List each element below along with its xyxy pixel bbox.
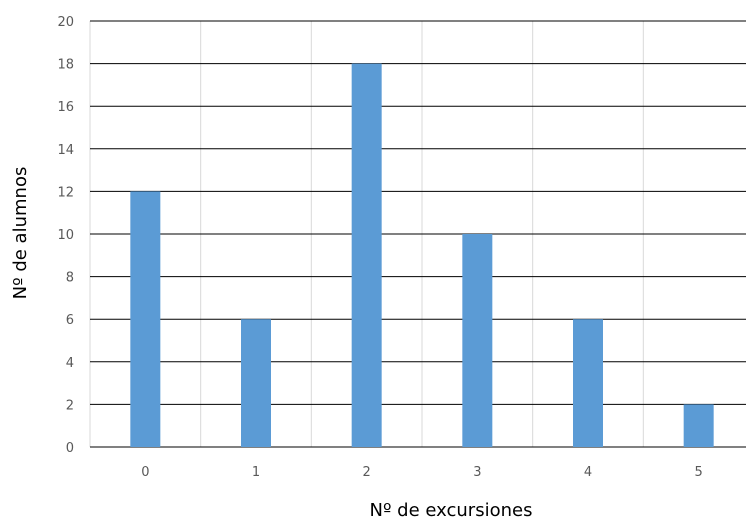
y-tick-label: 10 <box>57 228 74 243</box>
x-axis-ticks: 0 1 2 3 4 5 <box>141 465 703 480</box>
y-tick-label: 2 <box>66 398 74 413</box>
grid <box>89 20 746 448</box>
x-tick-label: 1 <box>252 465 260 480</box>
y-tick-label: 20 <box>57 15 74 30</box>
y-axis-title: Nº de alumnos <box>10 167 31 300</box>
x-tick-label: 4 <box>584 465 592 480</box>
bar-0 <box>130 191 161 447</box>
x-tick-label: 3 <box>473 465 481 480</box>
bar-2 <box>351 63 382 447</box>
x-axis-title: Nº de excursiones <box>370 500 533 521</box>
y-tick-label: 18 <box>57 58 74 73</box>
bar-1 <box>241 319 271 447</box>
x-tick-label: 2 <box>363 465 371 480</box>
bars <box>130 63 714 447</box>
y-tick-label: 14 <box>57 143 74 158</box>
y-tick-label: 0 <box>66 441 74 456</box>
y-tick-label: 4 <box>66 356 74 371</box>
bar-4 <box>573 319 603 447</box>
y-tick-label: 12 <box>57 185 74 200</box>
y-tick-label: 6 <box>66 313 74 328</box>
x-tick-label: 0 <box>141 465 149 480</box>
bar-3 <box>462 234 493 447</box>
bar-5 <box>683 404 714 447</box>
y-tick-label: 16 <box>57 100 74 115</box>
y-axis-ticks: 0 2 4 6 8 10 12 14 16 18 20 <box>57 15 74 456</box>
y-tick-label: 8 <box>66 271 74 286</box>
x-tick-label: 5 <box>695 465 703 480</box>
